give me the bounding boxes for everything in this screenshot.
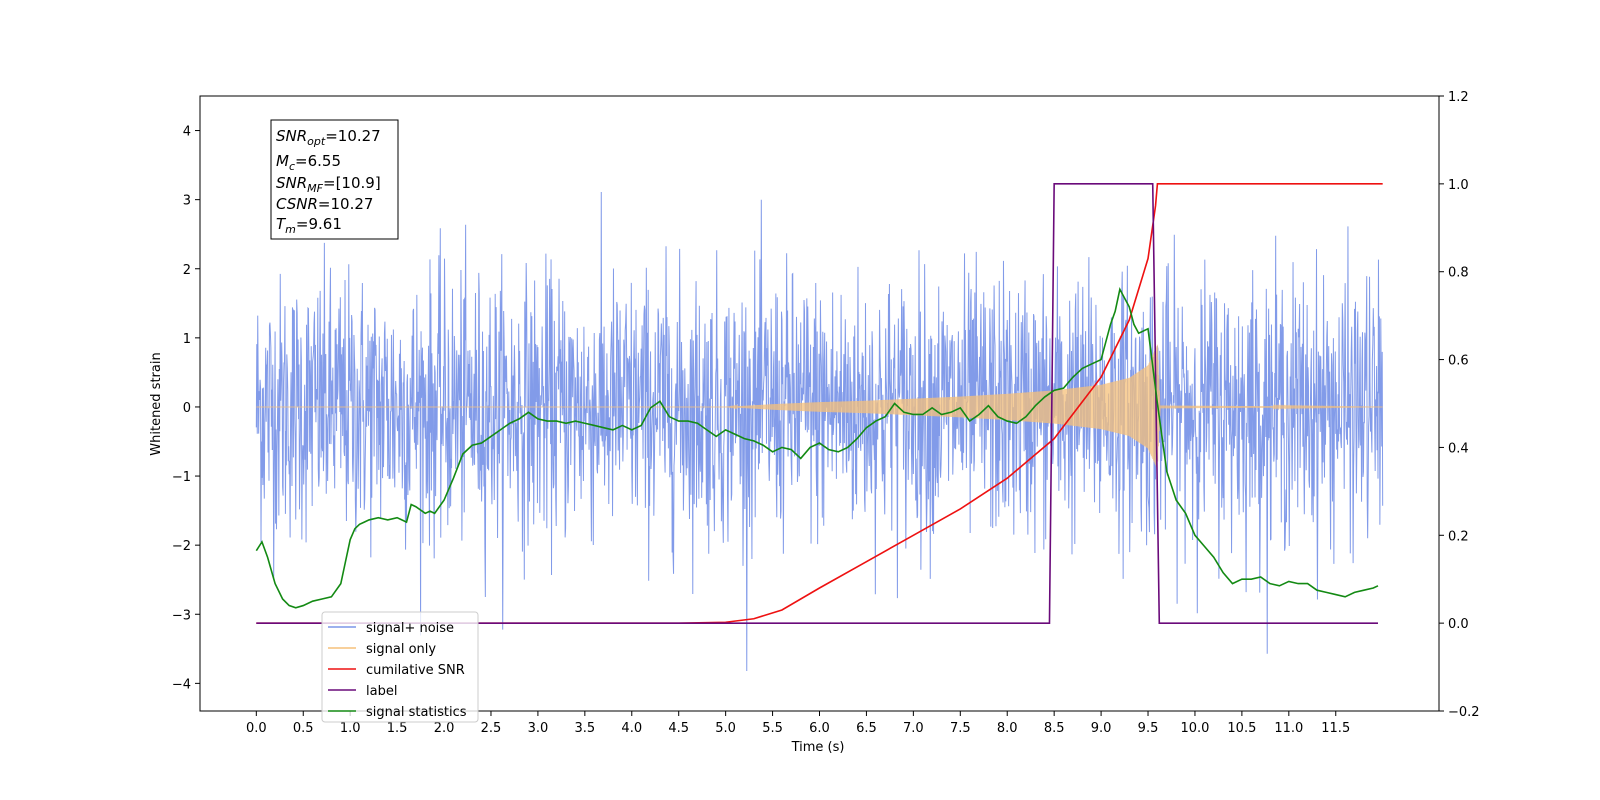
annotation-symbol: SNR xyxy=(276,127,307,145)
annotation-subscript: MF xyxy=(307,182,323,195)
x-tick-label: 5.5 xyxy=(762,721,783,736)
legend-label: cumilative SNR xyxy=(366,663,465,678)
annotation-symbol: CSNR xyxy=(276,195,318,213)
x-tick-label: 2.0 xyxy=(434,721,455,736)
x-tick-label: 6.5 xyxy=(856,721,877,736)
y-tick-label: −3 xyxy=(172,608,191,623)
annotation-subscript: opt xyxy=(307,135,326,148)
y2-tick-label: 0.0 xyxy=(1448,617,1469,632)
annotation-subscript: c xyxy=(289,160,295,173)
annotation-value: =9.61 xyxy=(296,215,342,233)
plot-area xyxy=(255,183,1384,671)
y-tick-label: 1 xyxy=(183,332,191,347)
x-tick-label: 0.5 xyxy=(293,721,314,736)
x-tick-label: 10.5 xyxy=(1227,721,1256,736)
y2-tick-label: 0.2 xyxy=(1448,529,1469,544)
legend-label: signal statistics xyxy=(366,705,467,720)
series-signal-plus-noise xyxy=(255,191,1384,671)
y-tick-label: −2 xyxy=(172,539,191,554)
y2-tick-label: 0.4 xyxy=(1448,441,1469,456)
y-axis-label: Whitened strain xyxy=(149,352,164,455)
x-tick-label: 8.5 xyxy=(1044,721,1065,736)
y2-tick-label: −0.2 xyxy=(1448,705,1480,720)
y-tick-label: −4 xyxy=(172,677,191,692)
annotation-symbol: SNR xyxy=(276,174,307,192)
annotation-line-snr-opt: SNRopt=10.27 xyxy=(276,127,381,148)
x-tick-label: 6.0 xyxy=(809,721,830,736)
y-tick-label: 3 xyxy=(183,194,191,209)
x-tick-label: 1.5 xyxy=(387,721,408,736)
annotation-value: =6.55 xyxy=(295,152,341,170)
y-tick-label: 4 xyxy=(183,125,191,140)
x-tick-label: 11.5 xyxy=(1321,721,1350,736)
annotation-symbol: T xyxy=(276,215,287,233)
x-tick-label: 9.5 xyxy=(1138,721,1159,736)
series-cumilative-snr xyxy=(256,183,1383,624)
y-tick-label: −1 xyxy=(172,470,191,485)
y2-tick-label: 0.6 xyxy=(1448,354,1469,369)
x-tick-label: 11.0 xyxy=(1274,721,1303,736)
annotation-subscript: m xyxy=(285,223,296,236)
legend-frame xyxy=(321,611,479,723)
x-tick-label: 2.5 xyxy=(481,721,502,736)
annotation-value: =10.27 xyxy=(325,127,381,145)
series-signal-only xyxy=(256,344,1383,469)
legend: signal+ noise signal only cumilative SNR la… xyxy=(321,611,479,723)
y2-tick-label: 0.8 xyxy=(1448,266,1469,281)
series-label xyxy=(256,183,1378,624)
legend-label: signal+ noise xyxy=(366,621,454,636)
x-tick-label: 4.5 xyxy=(668,721,689,736)
x-tick-label: 3.5 xyxy=(574,721,595,736)
x-tick-label: 7.5 xyxy=(950,721,971,736)
x-tick-label: 1.0 xyxy=(340,721,361,736)
y-tick-label: 2 xyxy=(183,263,191,278)
legend-label: label xyxy=(366,684,397,699)
x-tick-label: 4.0 xyxy=(621,721,642,736)
x-tick-label: 0.0 xyxy=(246,721,267,736)
x-tick-label: 7.0 xyxy=(903,721,924,736)
legend-label: signal only xyxy=(366,642,436,657)
x-tick-label: 5.0 xyxy=(715,721,736,736)
axes: 0.0 0.5 1.0 1.5 2.0 2.5 3.0 3.5 4.0 4.5 5.0 5.5 6.0 6… xyxy=(172,90,1480,736)
y2-tick-label: 1.2 xyxy=(1448,90,1469,105)
y-tick-label: 0 xyxy=(183,401,191,416)
annotation-line-mc: Mc=6.55 xyxy=(276,152,341,173)
annotation-value: =10.27 xyxy=(318,195,374,213)
stats-annotation-box: SNRopt=10.27Mc=6.55SNRMF=[10.9]CSNR=10.2… xyxy=(270,119,399,240)
x-tick-label: 9.0 xyxy=(1091,721,1112,736)
annotation-box-frame xyxy=(270,119,399,240)
annotation-line-tm: Tm=9.61 xyxy=(276,215,342,236)
x-tick-label: 3.0 xyxy=(528,721,549,736)
annotation-value: =[10.9] xyxy=(323,174,381,192)
x-tick-label: 10.0 xyxy=(1180,721,1209,736)
x-axis-label: Time (s) xyxy=(791,740,845,755)
x-tick-label: 8.0 xyxy=(997,721,1018,736)
y2-tick-label: 1.0 xyxy=(1448,178,1469,193)
annotation-line-csnr: CSNR=10.27 xyxy=(276,195,373,213)
series-signal-statistics xyxy=(255,286,1379,609)
annotation-symbol: M xyxy=(276,152,289,170)
annotation-line-snr-mf: SNRMF=[10.9] xyxy=(276,174,381,195)
